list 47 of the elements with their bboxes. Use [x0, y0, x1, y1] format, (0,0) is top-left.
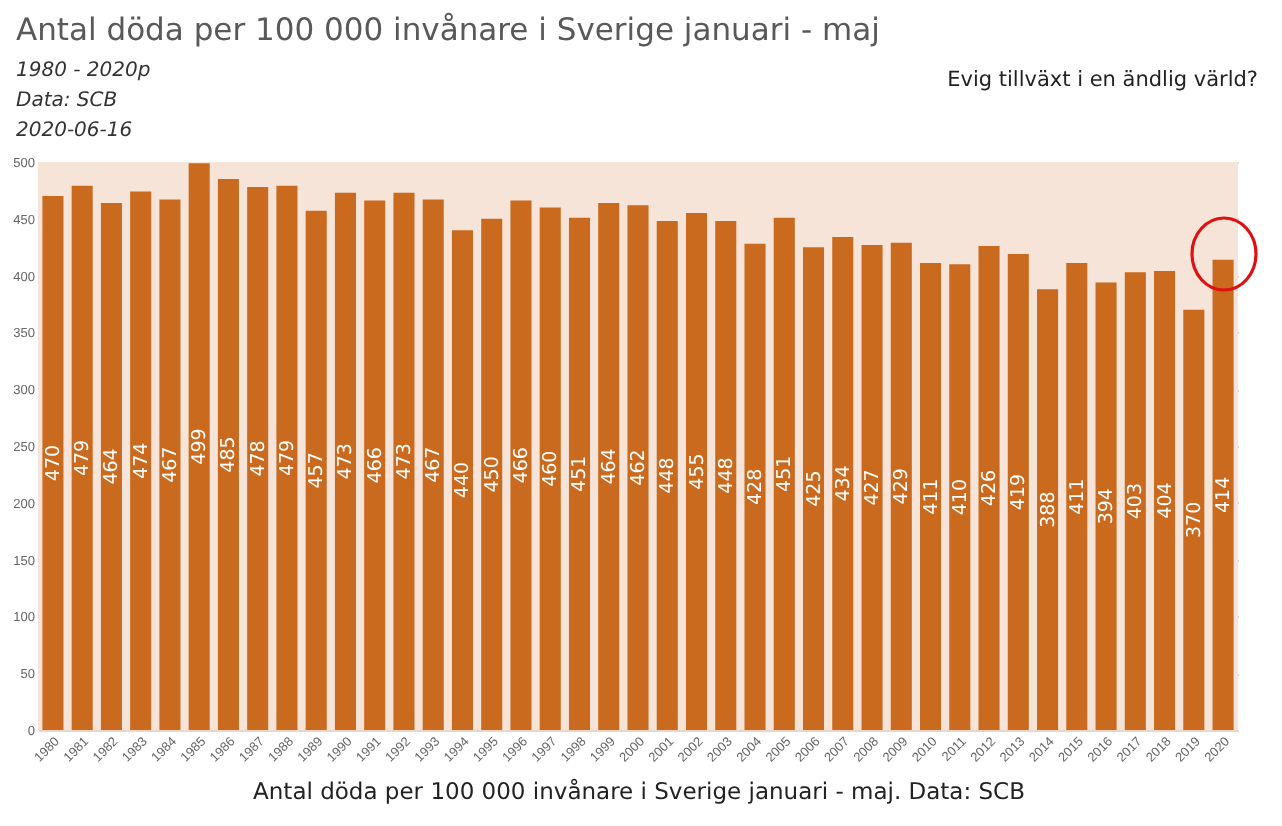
data-label: 370 — [1183, 501, 1206, 538]
data-label: 404 — [1154, 482, 1177, 519]
x-axis-title: Antal döda per 100 000 invånare i Sverige januari - maj. Data: SCB — [253, 776, 1026, 805]
data-label: 473 — [335, 443, 358, 480]
data-label: 485 — [218, 436, 241, 473]
data-label: 448 — [715, 457, 738, 494]
chart-title: Antal döda per 100 000 invånare i Sverige januari - maj — [16, 12, 880, 48]
data-label: 434 — [832, 465, 855, 502]
data-label: 467 — [159, 446, 182, 483]
data-label: 429 — [891, 468, 914, 505]
text: Evig tillväxt i en ändlig värld? — [947, 68, 1258, 92]
data-label: 467 — [423, 446, 446, 483]
data-label: 455 — [686, 453, 709, 490]
data-label: 426 — [979, 469, 1002, 507]
data-label: 450 — [481, 456, 504, 493]
data-label: 478 — [247, 440, 270, 477]
data-label: 499 — [189, 428, 212, 465]
data-label: 464 — [101, 448, 124, 485]
data-label: 457 — [306, 452, 329, 489]
data-label: 451 — [774, 455, 797, 492]
data-label: 388 — [1037, 491, 1060, 528]
chart-subtitle: 1980 - 2020p — [16, 58, 151, 86]
data-label: 466 — [510, 447, 533, 484]
data-label: 451 — [569, 455, 592, 492]
data-label: 410 — [949, 478, 972, 516]
data-label: 470 — [42, 444, 65, 482]
data-label: 473 — [393, 443, 416, 480]
data-label: 440 — [452, 461, 475, 499]
data-label: 448 — [657, 457, 680, 494]
data-label: 464 — [598, 448, 621, 485]
data-label: 462 — [628, 449, 650, 486]
text: Data: SCB — [16, 88, 120, 116]
data-label: 411 — [1066, 478, 1089, 515]
data-label: 425 — [803, 470, 826, 507]
data-label: 419 — [1008, 473, 1031, 511]
data-label: 428 — [745, 468, 768, 506]
text: 2020-06-16 — [16, 118, 135, 146]
data-label: 474 — [130, 442, 153, 479]
data-label: 403 — [1125, 482, 1148, 520]
data-label: 394 — [1096, 488, 1119, 525]
data-label: 414 — [1213, 476, 1236, 513]
data-label: 479 — [276, 439, 299, 477]
data-label: 460 — [540, 450, 563, 487]
data-label: 466 — [364, 447, 387, 484]
data-label: 479 — [72, 439, 95, 477]
data-label: 411 — [920, 478, 943, 515]
data-label: 427 — [862, 469, 885, 506]
